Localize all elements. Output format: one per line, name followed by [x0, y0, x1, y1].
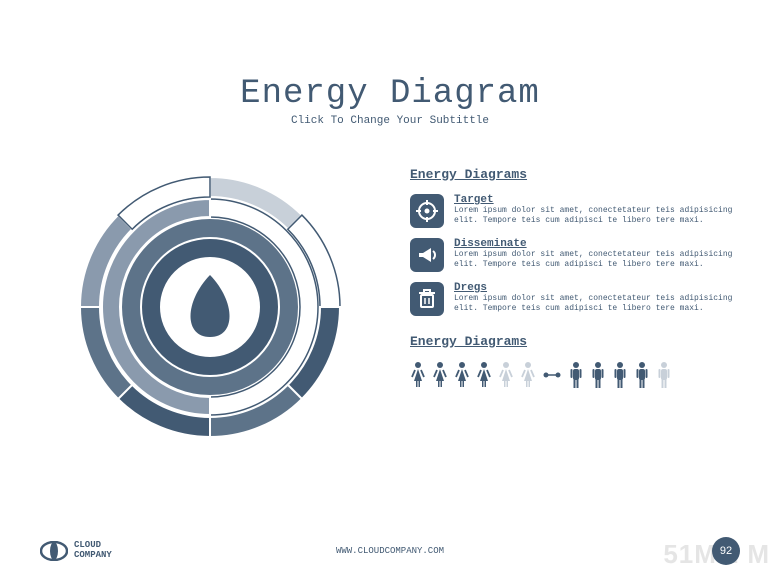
connector-icon [542, 361, 562, 394]
megaphone-icon [410, 238, 444, 272]
trash-icon [410, 282, 444, 316]
page-subtitle: Click To Change Your Subtittle [0, 115, 780, 127]
footer: CLOUD COMPANY WWW.CLOUDCOMPANY.COM 92 [0, 537, 780, 565]
female-person-icon [410, 361, 426, 394]
item-text: Dregs Lorem ipsum dolor sit amet, conect… [444, 282, 740, 316]
male-person-icon [634, 361, 650, 394]
header: Energy Diagram Click To Change Your Subt… [0, 0, 780, 127]
logo-line2: COMPANY [74, 551, 112, 561]
info-item: Disseminate Lorem ipsum dolor sit amet, … [410, 238, 740, 272]
logo-text: CLOUD COMPANY [74, 541, 112, 561]
male-person-icon [568, 361, 584, 394]
item-text: Target Lorem ipsum dolor sit amet, conec… [444, 194, 740, 228]
item-title: Dregs [454, 282, 740, 294]
female-person-icon [520, 361, 536, 394]
page-title: Energy Diagram [0, 75, 780, 113]
item-title: Disseminate [454, 238, 740, 250]
radial-chart [60, 157, 360, 457]
female-person-icon [498, 361, 514, 394]
info-panel: Energy Diagrams Target Lorem ipsum dolor… [360, 157, 740, 457]
website-url: WWW.CLOUDCOMPANY.COM [336, 546, 444, 556]
male-person-icon [656, 361, 672, 394]
logo: CLOUD COMPANY [40, 541, 112, 561]
female-person-icon [454, 361, 470, 394]
info-item: Dregs Lorem ipsum dolor sit amet, conect… [410, 282, 740, 316]
cloud-logo-icon [40, 541, 68, 561]
item-desc: Lorem ipsum dolor sit amet, conectetateu… [454, 206, 740, 227]
item-text: Disseminate Lorem ipsum dolor sit amet, … [444, 238, 740, 272]
female-person-icon [476, 361, 492, 394]
target-icon [410, 194, 444, 228]
section-title-2: Energy Diagrams [410, 334, 740, 349]
content: Energy Diagrams Target Lorem ipsum dolor… [0, 127, 780, 457]
item-desc: Lorem ipsum dolor sit amet, conectetateu… [454, 294, 740, 315]
male-person-icon [612, 361, 628, 394]
people-section: Energy Diagrams [410, 334, 740, 394]
item-desc: Lorem ipsum dolor sit amet, conectetateu… [454, 250, 740, 271]
people-row [410, 361, 740, 394]
section-title-1: Energy Diagrams [410, 167, 740, 182]
male-person-icon [590, 361, 606, 394]
female-person-icon [432, 361, 448, 394]
info-item: Target Lorem ipsum dolor sit amet, conec… [410, 194, 740, 228]
item-title: Target [454, 194, 740, 206]
page-number: 92 [712, 537, 740, 565]
